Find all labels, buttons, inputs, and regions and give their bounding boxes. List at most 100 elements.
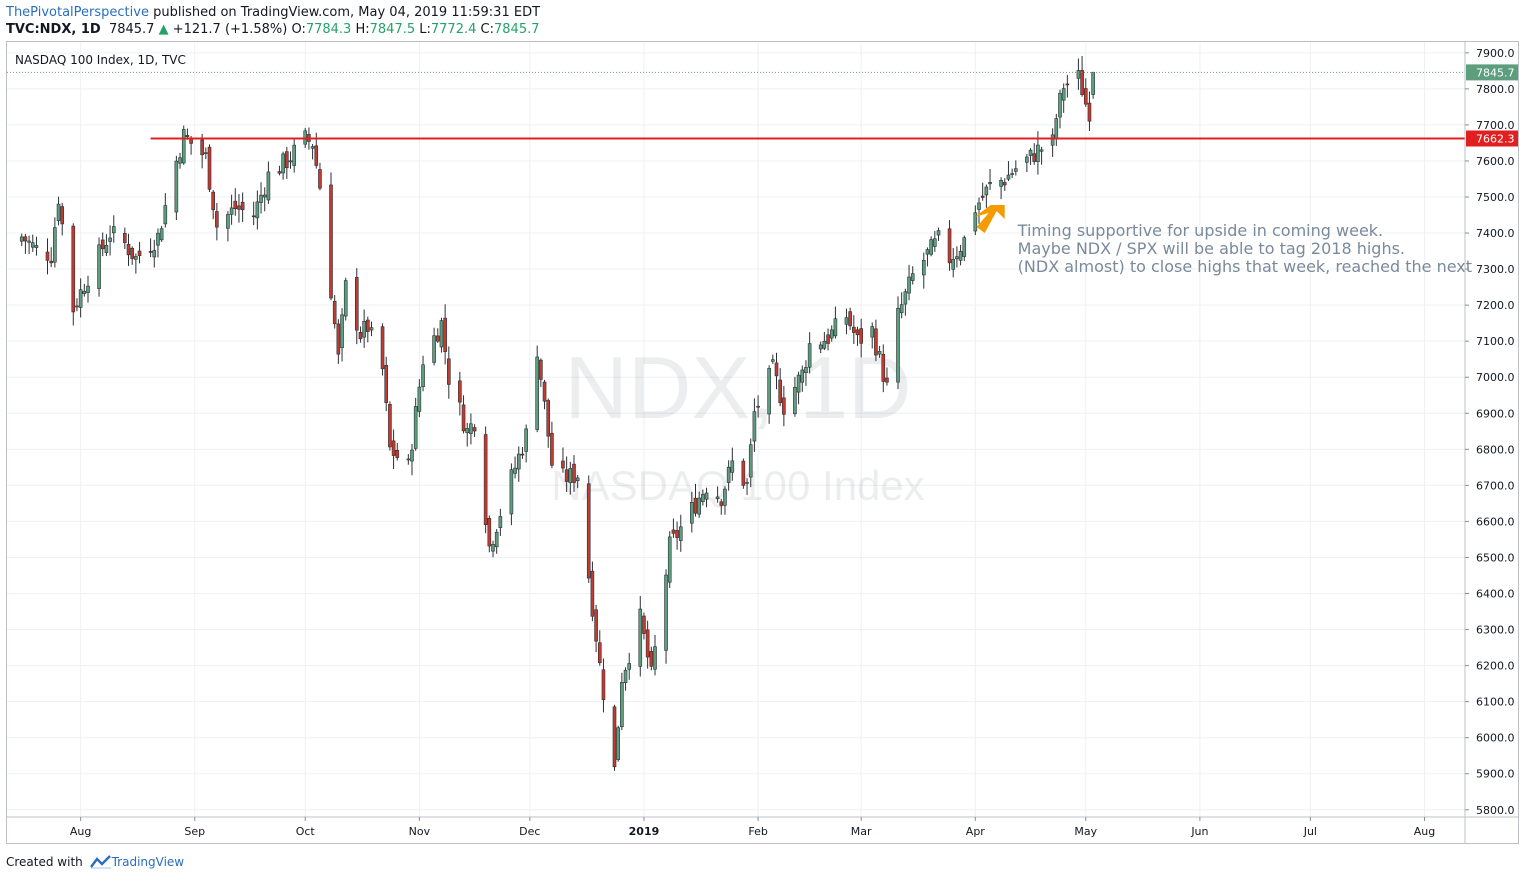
candle-body: [71, 225, 76, 313]
candle: [818, 341, 823, 354]
author-link[interactable]: ThePivotalPerspective: [6, 5, 149, 20]
candle: [594, 604, 598, 653]
candle-body: [756, 405, 760, 408]
candle: [936, 227, 941, 241]
candle-body: [590, 570, 595, 617]
candle: [354, 268, 359, 345]
time-axis: Aug Sep Oct Nov Dec 2019 Feb Mar Apr May Jun Jul Aug: [7, 816, 1518, 838]
watermark-symbol: NDX, 1D: [564, 338, 911, 437]
candle-body: [925, 249, 930, 255]
candle: [697, 491, 701, 518]
chart-title: NASDAQ 100 Index, 1D, TVC: [15, 53, 186, 67]
candle-body: [362, 320, 366, 338]
candle-body: [469, 423, 473, 434]
candle: [726, 460, 731, 491]
candle: [82, 283, 87, 297]
candle-body: [137, 250, 142, 256]
candle-body: [804, 367, 808, 373]
price-tick-label: 7400.0: [1476, 227, 1515, 240]
candle-body: [100, 239, 105, 250]
candle: [111, 215, 116, 243]
candle-body: [410, 449, 414, 462]
candle: [447, 346, 451, 399]
candle: [715, 486, 720, 503]
candle: [667, 531, 672, 588]
candle-body: [568, 468, 573, 484]
candle-body: [1080, 70, 1084, 95]
candle: [27, 235, 31, 254]
tradingview-brand-link[interactable]: TradingView: [111, 855, 185, 869]
candle-body: [1032, 153, 1037, 162]
candle: [723, 486, 727, 515]
candle: [767, 365, 771, 424]
candle: [542, 379, 547, 410]
candle: [804, 360, 808, 386]
candle-body: [1002, 182, 1007, 186]
open-label: O:: [291, 22, 306, 37]
candle: [266, 161, 271, 204]
price-tick-label: 6100.0: [1476, 696, 1515, 709]
candle: [921, 252, 926, 289]
price-tick-label: 5800.0: [1476, 804, 1515, 817]
candle-body: [130, 247, 134, 259]
candle-body: [233, 200, 238, 210]
candle: [575, 474, 580, 489]
candle: [461, 395, 466, 434]
candle-body: [807, 343, 812, 368]
candle-body: [796, 374, 801, 393]
candle-body: [417, 386, 422, 412]
candle: [1028, 148, 1033, 165]
candle-body: [594, 609, 598, 642]
candle-body: [60, 206, 65, 225]
high-label: H:: [355, 22, 370, 37]
candle-body: [933, 238, 937, 247]
candle-body: [240, 201, 245, 211]
price-tick-label: 7200.0: [1476, 299, 1515, 312]
time-tick-label: Jun: [1190, 825, 1208, 838]
candle-body: [226, 214, 230, 229]
candle: [973, 205, 978, 236]
candle: [388, 401, 392, 451]
candle: [848, 307, 852, 331]
candle-body: [34, 245, 39, 248]
candle: [200, 133, 204, 169]
candle-body: [229, 207, 234, 215]
candle-body: [829, 329, 834, 339]
candle: [1087, 91, 1092, 132]
candle-body: [285, 151, 289, 169]
candle-body: [741, 460, 746, 486]
candle-body: [49, 260, 53, 264]
candle-body: [458, 380, 462, 403]
time-tick-label: Mar: [851, 825, 872, 838]
candle: [318, 162, 322, 191]
candle-body: [185, 135, 190, 137]
candle-body: [19, 236, 24, 242]
candle: [730, 447, 735, 481]
candle-body: [281, 153, 285, 174]
footer: Created with TradingView: [6, 855, 184, 869]
candle: [384, 356, 389, 412]
candle-body: [509, 469, 514, 515]
candle: [469, 413, 473, 445]
candle: [281, 151, 285, 180]
candle-body: [75, 305, 79, 308]
close-label: C:: [480, 22, 494, 37]
candle: [748, 438, 753, 488]
candle: [137, 241, 142, 264]
candle-body: [1050, 134, 1055, 146]
candle: [458, 371, 462, 416]
candle-body: [539, 359, 543, 380]
price-tick-label: 7500.0: [1476, 191, 1515, 204]
candle-body: [782, 397, 786, 415]
candle: [435, 328, 440, 344]
candle: [877, 345, 882, 358]
price-tick-label: 7300.0: [1476, 263, 1515, 276]
candle-body: [859, 328, 863, 344]
candle: [826, 328, 830, 351]
candle-body: [848, 311, 852, 327]
candle: [126, 233, 131, 266]
candle: [45, 238, 50, 275]
candle-body: [715, 496, 720, 499]
candle-body: [616, 727, 620, 760]
